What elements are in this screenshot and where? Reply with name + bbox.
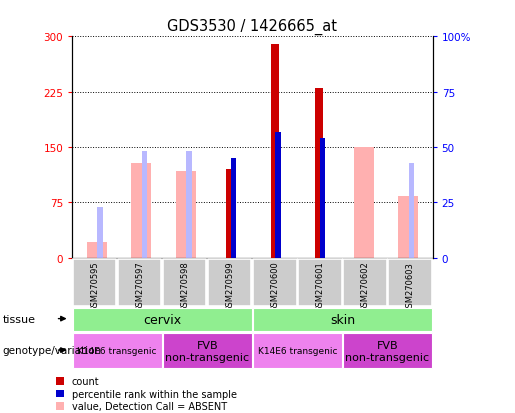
Bar — [354, 148, 373, 258]
Legend: count, percentile rank within the sample, value, Detection Call = ABSENT, rank, : count, percentile rank within the sample… — [56, 377, 237, 413]
FancyBboxPatch shape — [388, 259, 432, 307]
Bar — [320, 139, 325, 258]
Text: FVB
non-transgenic: FVB non-transgenic — [346, 340, 430, 362]
Bar — [270, 45, 279, 258]
FancyBboxPatch shape — [343, 334, 432, 368]
FancyBboxPatch shape — [253, 334, 342, 368]
FancyBboxPatch shape — [73, 334, 162, 368]
Text: GDS3530 / 1426665_at: GDS3530 / 1426665_at — [167, 19, 337, 35]
Bar — [231, 159, 236, 258]
Text: tissue: tissue — [3, 314, 36, 324]
Text: K14E6 transgenic: K14E6 transgenic — [77, 347, 157, 356]
FancyBboxPatch shape — [73, 309, 252, 332]
FancyBboxPatch shape — [163, 259, 207, 307]
FancyBboxPatch shape — [163, 334, 252, 368]
Bar — [186, 152, 192, 258]
Bar — [409, 163, 415, 258]
Bar — [142, 152, 147, 258]
FancyBboxPatch shape — [344, 259, 387, 307]
Text: GSM270597: GSM270597 — [135, 261, 144, 312]
FancyBboxPatch shape — [208, 259, 251, 307]
Bar — [315, 89, 323, 258]
Bar — [398, 197, 418, 258]
Text: GSM270595: GSM270595 — [90, 261, 99, 311]
Text: GSM270599: GSM270599 — [226, 261, 234, 311]
Text: GSM270600: GSM270600 — [270, 261, 279, 312]
Bar — [131, 164, 151, 258]
Text: FVB
non-transgenic: FVB non-transgenic — [165, 340, 249, 362]
Bar — [276, 132, 281, 258]
FancyBboxPatch shape — [73, 259, 116, 307]
Text: GSM270602: GSM270602 — [360, 261, 369, 312]
Bar — [226, 170, 234, 258]
Bar — [97, 207, 103, 258]
Text: GSM270603: GSM270603 — [406, 261, 415, 312]
FancyBboxPatch shape — [298, 259, 341, 307]
Bar — [87, 242, 107, 258]
FancyBboxPatch shape — [253, 309, 432, 332]
Text: cervix: cervix — [143, 313, 181, 327]
Bar — [176, 171, 196, 258]
Text: GSM270601: GSM270601 — [316, 261, 324, 312]
FancyBboxPatch shape — [253, 259, 297, 307]
Text: GSM270598: GSM270598 — [180, 261, 189, 312]
Text: skin: skin — [330, 313, 355, 327]
Text: genotype/variation: genotype/variation — [3, 345, 101, 355]
FancyBboxPatch shape — [118, 259, 161, 307]
Text: K14E6 transgenic: K14E6 transgenic — [258, 347, 337, 356]
